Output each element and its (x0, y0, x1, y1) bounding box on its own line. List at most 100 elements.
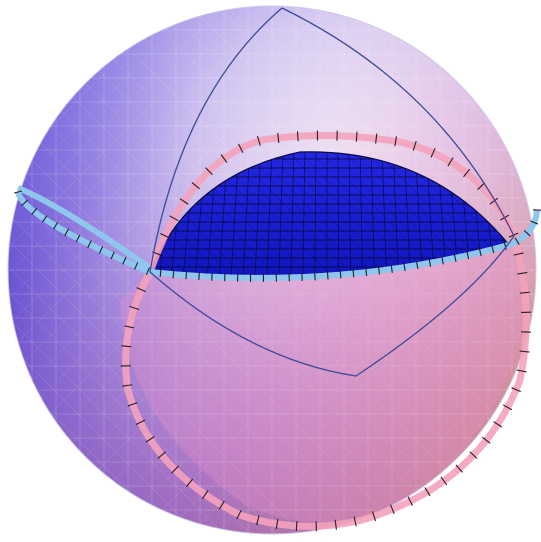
tick-mark (514, 237, 520, 245)
cap-mesh-line (359, 151, 364, 278)
mesh-line (371, 6, 536, 534)
mesh-line (8, 6, 277, 534)
cap-mesh-line (226, 151, 368, 278)
tick-mark (453, 253, 457, 262)
tick-mark (110, 251, 115, 260)
tick-mark (129, 305, 140, 310)
tick-mark (441, 256, 444, 265)
tick-mark (503, 241, 507, 250)
tick-mark (339, 270, 342, 279)
tick-mark (135, 419, 146, 426)
tick-mark (296, 131, 299, 142)
tick-mark (218, 500, 225, 510)
mesh-line (8, 6, 251, 534)
tick-mark (64, 228, 70, 237)
cap-mesh-line (370, 151, 376, 278)
cap-mesh-line (150, 151, 192, 278)
equator-ring (13, 185, 541, 282)
tick-mark (371, 511, 377, 522)
tick-mark (191, 182, 200, 190)
tick-mark (121, 345, 132, 348)
cap-mesh-line (150, 151, 181, 278)
tick-mark (481, 436, 491, 444)
cap-mesh-line (254, 151, 262, 278)
mesh-line (189, 6, 536, 534)
tick-mark (256, 135, 261, 146)
tick-mark (469, 451, 478, 459)
mesh-line (371, 6, 536, 534)
cap-mesh-line (302, 151, 306, 278)
tick-mark (489, 197, 499, 205)
mesh-line (163, 6, 536, 534)
tick-mark (424, 487, 431, 497)
mesh-line (241, 6, 536, 534)
mesh-line (8, 6, 329, 534)
tick-mark (275, 518, 279, 530)
tick-mark (136, 287, 147, 293)
tick-mark (403, 263, 406, 272)
tick-mark (326, 271, 329, 280)
tick-mark (87, 240, 92, 249)
tick-mark (513, 252, 524, 256)
tick-mark (466, 251, 470, 260)
cap-mesh-line (314, 151, 317, 278)
tick-mark (477, 182, 486, 191)
mesh-line (345, 6, 536, 534)
lower-cutaway (120, 243, 528, 523)
mesh-line (241, 6, 536, 534)
vertical-ring (120, 130, 532, 532)
cap-mesh-line (150, 151, 258, 278)
tick-mark (134, 262, 139, 270)
tick-mark (172, 270, 175, 279)
tick-mark (353, 516, 357, 527)
tick-mark (205, 167, 213, 176)
tick-mark (220, 154, 228, 163)
mesh-line (215, 6, 536, 534)
tick-mark (13, 190, 23, 194)
tick-mark (124, 325, 135, 329)
tick-mark (127, 402, 138, 407)
mesh-line (8, 6, 355, 534)
geodesic-triangle (149, 7, 515, 377)
tick-mark (355, 131, 358, 142)
mesh-line (267, 6, 536, 534)
tick-mark (21, 199, 28, 207)
cap-mesh-line (278, 151, 284, 278)
tick-mark (447, 157, 454, 167)
tick-mark (530, 220, 539, 225)
mesh-line (319, 6, 536, 534)
cap-mesh-line (266, 151, 273, 278)
mesh-line (189, 6, 536, 534)
tick-mark (185, 271, 188, 280)
mesh-line (293, 6, 536, 534)
cap-mesh-line (150, 151, 203, 278)
cap-mesh-line (259, 151, 401, 278)
tick-mark (352, 269, 355, 278)
tick-mark (416, 261, 419, 270)
tick-mark (491, 245, 495, 254)
mesh-line (8, 6, 199, 534)
tick-mark (440, 476, 448, 486)
mesh-line (8, 6, 381, 534)
tick-mark (256, 515, 260, 526)
tick-mark (52, 222, 59, 230)
mesh-line (8, 6, 173, 534)
tick-mark (519, 350, 530, 353)
tick-mark (390, 264, 393, 273)
mesh-line (345, 6, 536, 534)
tick-mark (236, 509, 242, 520)
tick-mark (169, 215, 179, 222)
tick-mark (122, 384, 133, 387)
tick-mark (412, 140, 417, 151)
tick-mark (455, 464, 463, 473)
cap-mesh-line (248, 151, 390, 278)
tick-mark (430, 147, 436, 158)
tick-mark (295, 521, 298, 532)
mesh-line (319, 6, 536, 534)
mesh-line (8, 6, 225, 534)
mesh-line (8, 6, 381, 534)
tick-mark (365, 268, 368, 277)
tick-mark (389, 504, 395, 515)
tick-mark (98, 246, 104, 254)
